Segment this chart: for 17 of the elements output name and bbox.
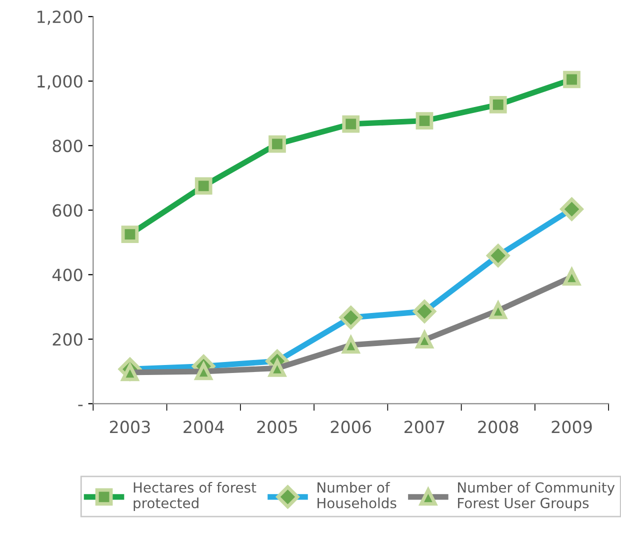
legend-label: Hectares of forest protected [134,482,256,511]
x-tick-label: 2009 [552,420,592,434]
x-tick-label: 2005 [257,420,297,434]
legend-label: Number of Households [318,482,396,508]
y-tick-label: 400 [52,268,82,282]
y-tick-label: 800 [52,140,82,152]
legend-label: Number of Community Forest User Groups [458,482,615,511]
x-tick-label: 2006 [330,420,372,434]
y-tick-label: 1,200 [38,10,82,25]
x-tick-label: 2007 [404,420,444,434]
y-tick-label: 1,000 [38,75,82,90]
x-tick-label: 2003 [110,420,150,434]
y-tick-label: 600 [52,204,82,217]
y-tick-label: 200 [52,333,82,346]
y-tick-label: - [78,404,83,406]
x-tick-label: 2004 [184,420,224,434]
x-tick-label: 2008 [478,420,518,434]
